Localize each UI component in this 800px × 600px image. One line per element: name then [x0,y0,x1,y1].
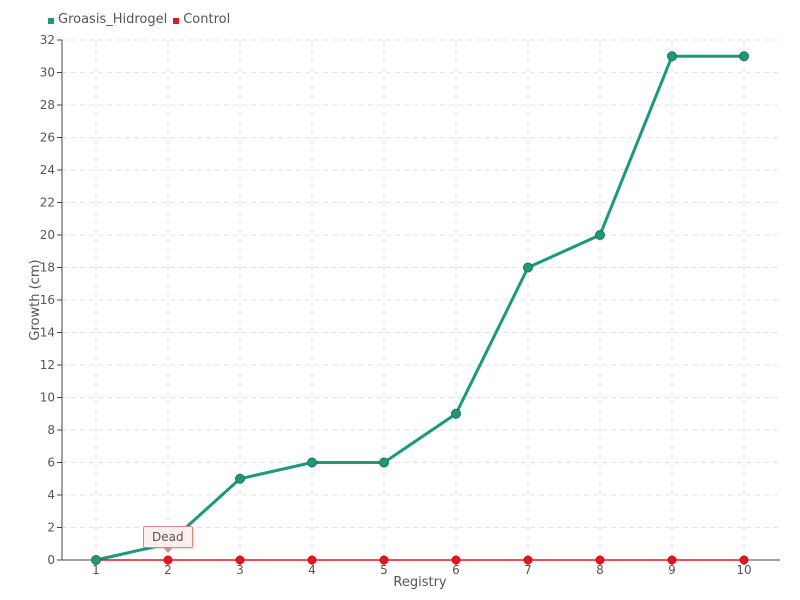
x-tick-label: 8 [596,563,604,577]
annotation-text: Dead [152,530,184,544]
y-tick-label: 12 [40,358,55,372]
data-point-control[interactable] [379,555,389,565]
y-tick-label: 20 [40,228,55,242]
y-tick-label: 8 [47,423,55,437]
x-axis-title: Registry [393,575,447,590]
y-tick-label: 14 [40,326,55,340]
series-line-groasis-hidrogel [95,54,744,562]
y-tick-label: 32 [40,33,55,47]
data-point-control[interactable] [451,555,461,565]
data-point-groasis-hidrogel[interactable] [739,51,749,62]
legend-swatch-groasis [48,18,54,24]
legend: Groasis_Hidrogel Control [48,12,236,27]
data-point-groasis-hidrogel[interactable] [667,51,677,62]
y-tick-label: 10 [40,391,55,405]
x-tick-label: 7 [524,563,532,577]
legend-item-control[interactable]: Control [173,12,230,27]
data-point-control[interactable] [307,555,317,565]
data-point-control[interactable] [739,555,749,565]
data-point-groasis-hidrogel[interactable] [379,457,389,468]
legend-label-control: Control [183,12,231,27]
y-tick-label: 18 [40,261,55,275]
data-point-groasis-hidrogel[interactable] [451,408,461,419]
y-tick-label: 22 [40,196,55,210]
x-tick-label: 5 [380,563,388,577]
x-tick-labels: 1 2 3 4 5 6 7 8 9 10 [92,563,751,577]
data-point-control[interactable] [667,555,677,565]
data-point-groasis-hidrogel[interactable] [523,262,533,273]
y-tick-label: 30 [40,66,55,80]
x-tick-label: 10 [736,563,751,577]
data-point-groasis-hidrogel[interactable] [307,457,317,468]
series-layer [91,51,749,565]
legend-item-groasis[interactable]: Groasis_Hidrogel [48,12,167,27]
legend-label-groasis: Groasis_Hidrogel [58,12,168,27]
data-point-groasis-hidrogel[interactable] [235,473,245,484]
x-tick-label: 9 [668,563,676,577]
x-tick-label: 2 [164,563,172,577]
data-point-groasis-hidrogel[interactable] [595,230,605,240]
grid [57,39,780,565]
y-tick-label: 24 [40,163,55,177]
x-tick-label: 3 [236,563,244,577]
data-point-control[interactable] [163,555,173,565]
y-tick-label: 26 [40,131,55,145]
data-point-control[interactable] [235,555,245,565]
legend-swatch-control [173,18,180,24]
y-tick-label: 4 [47,488,55,502]
x-tick-label: 1 [92,563,100,577]
x-tick-label: 6 [452,563,460,577]
y-tick-label: 28 [40,98,55,112]
x-tick-label: 4 [308,563,316,577]
data-point-control[interactable] [595,555,605,565]
y-tick-label: 2 [47,521,55,535]
y-tick-label: 0 [47,553,55,567]
y-tick-label: 16 [40,293,55,307]
annotation-tooltip: Dead [143,526,193,553]
data-point-control[interactable] [523,555,533,565]
y-axis-title: Growth (cm) [28,259,43,340]
data-point-groasis-hidrogel[interactable] [91,555,101,565]
y-tick-label: 6 [47,456,55,470]
